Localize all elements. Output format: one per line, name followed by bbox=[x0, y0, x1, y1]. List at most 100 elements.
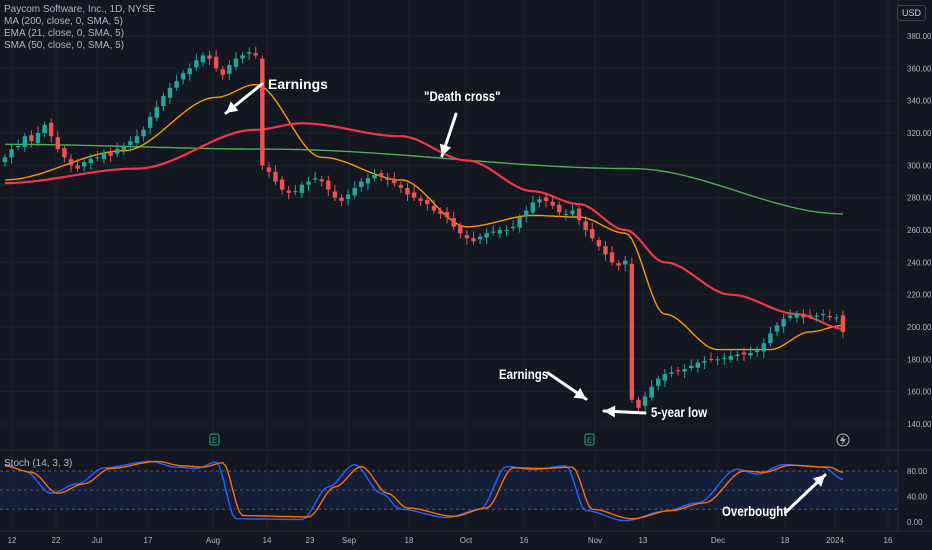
candle-body bbox=[392, 178, 397, 184]
time-tick-label: 18 bbox=[781, 536, 790, 545]
candle-body bbox=[576, 208, 582, 221]
lightning-glyph bbox=[840, 435, 846, 446]
candle-body bbox=[405, 187, 410, 195]
candle-body bbox=[722, 357, 727, 359]
candle-body bbox=[438, 210, 443, 214]
time-tick-label: 23 bbox=[306, 536, 315, 545]
candle-body bbox=[689, 365, 694, 369]
candle-body bbox=[332, 191, 338, 198]
time-tick-label: Dec bbox=[711, 536, 725, 545]
candle-body bbox=[504, 230, 509, 231]
candle-body bbox=[2, 157, 8, 163]
candle-body bbox=[240, 55, 245, 59]
candle-body bbox=[35, 133, 41, 144]
candle-body bbox=[590, 229, 595, 239]
candle-body bbox=[128, 141, 133, 145]
candle-body bbox=[180, 73, 186, 80]
candle-body bbox=[114, 149, 120, 154]
annotation-earnings-nov: Earnings bbox=[499, 366, 549, 382]
time-tick-label: Nov bbox=[588, 536, 602, 545]
candle-body bbox=[154, 107, 159, 118]
candle-body bbox=[260, 58, 265, 166]
price-tick-label: 200.00 bbox=[907, 323, 932, 332]
time-tick-label: 22 bbox=[52, 536, 61, 545]
candle-body bbox=[807, 315, 813, 317]
candle-body bbox=[603, 246, 608, 255]
stoch-tick-label: 80.00 bbox=[907, 467, 928, 476]
time-tick-label: 16 bbox=[520, 536, 529, 545]
price-tick-label: 140.00 bbox=[907, 420, 932, 429]
candle-body bbox=[477, 236, 483, 240]
time-tick-label: Aug bbox=[206, 536, 220, 545]
candle-body bbox=[279, 179, 285, 190]
price-tick-label: 260.00 bbox=[907, 226, 932, 235]
stoch-d-line bbox=[4, 460, 844, 520]
candle-body bbox=[794, 314, 800, 318]
candle-body bbox=[596, 240, 602, 247]
candle-body bbox=[411, 192, 417, 198]
candle-body bbox=[741, 352, 747, 355]
candle-body bbox=[708, 359, 714, 361]
candle-body bbox=[748, 352, 753, 356]
candle-body bbox=[326, 180, 331, 190]
legend-sma50: SMA (50, close, 0, SMA, 5) bbox=[4, 40, 125, 51]
candle-body bbox=[42, 124, 47, 133]
candle-body bbox=[339, 197, 344, 201]
price-tick-label: 220.00 bbox=[907, 291, 932, 300]
candle-body bbox=[788, 315, 793, 318]
time-tick-label: Jul bbox=[92, 536, 102, 545]
candle-body bbox=[550, 201, 555, 206]
candle-body bbox=[48, 122, 54, 137]
time-tick-label: 16 bbox=[884, 536, 893, 545]
time-tick-label: 2024 bbox=[826, 536, 844, 545]
stoch-tick-label: 40.00 bbox=[907, 493, 928, 502]
ma200-line bbox=[5, 143, 843, 215]
candle-body bbox=[29, 135, 34, 142]
candle-body bbox=[299, 184, 305, 194]
candle-body bbox=[662, 373, 668, 381]
candle-body bbox=[616, 263, 621, 266]
candle-body bbox=[378, 173, 384, 177]
candle-body bbox=[834, 317, 839, 319]
candle-body bbox=[233, 58, 239, 68]
candle-body bbox=[695, 362, 701, 368]
candle-body bbox=[161, 95, 166, 107]
stoch-band bbox=[0, 471, 898, 510]
arrow-overbought-head bbox=[812, 475, 825, 487]
annotation-overbought: Overbought bbox=[722, 503, 788, 519]
currency-button[interactable]: USD bbox=[896, 5, 926, 21]
candle-body bbox=[101, 152, 107, 160]
arrow-five-year-low-head bbox=[604, 405, 616, 418]
candle-body bbox=[246, 52, 252, 54]
sma50-line bbox=[5, 122, 844, 330]
candle-body bbox=[583, 221, 588, 230]
candle-body bbox=[543, 197, 549, 201]
candle-body bbox=[398, 185, 404, 188]
time-tick-label: 17 bbox=[144, 536, 153, 545]
candle-body bbox=[365, 178, 371, 184]
candle-body bbox=[141, 129, 146, 137]
candle-body bbox=[207, 55, 212, 59]
candle-body bbox=[821, 314, 826, 316]
candle-body bbox=[167, 87, 173, 98]
time-tick-label: 12 bbox=[8, 536, 17, 545]
time-tick-label: Sep bbox=[342, 536, 357, 545]
legend-ma200: MA (200, close, 0, SMA, 5) bbox=[4, 16, 123, 27]
candle-body bbox=[464, 235, 470, 239]
candle-body bbox=[629, 263, 635, 400]
candle-body bbox=[781, 318, 786, 327]
candle-body bbox=[840, 315, 846, 332]
chart-title: Paycom Software, Inc., 1D, NYSE bbox=[4, 4, 156, 15]
candle-body bbox=[418, 198, 423, 201]
price-tick-label: 240.00 bbox=[907, 258, 932, 267]
candle-body bbox=[22, 136, 27, 147]
candle-body bbox=[524, 210, 529, 217]
candle-body bbox=[458, 225, 463, 234]
candle-body bbox=[187, 68, 192, 75]
price-tick-label: 380.00 bbox=[907, 32, 932, 41]
annotation-death-cross: "Death cross" bbox=[424, 88, 501, 104]
candle-body bbox=[491, 231, 496, 233]
candle-body bbox=[827, 316, 833, 318]
candle-body bbox=[134, 136, 140, 144]
